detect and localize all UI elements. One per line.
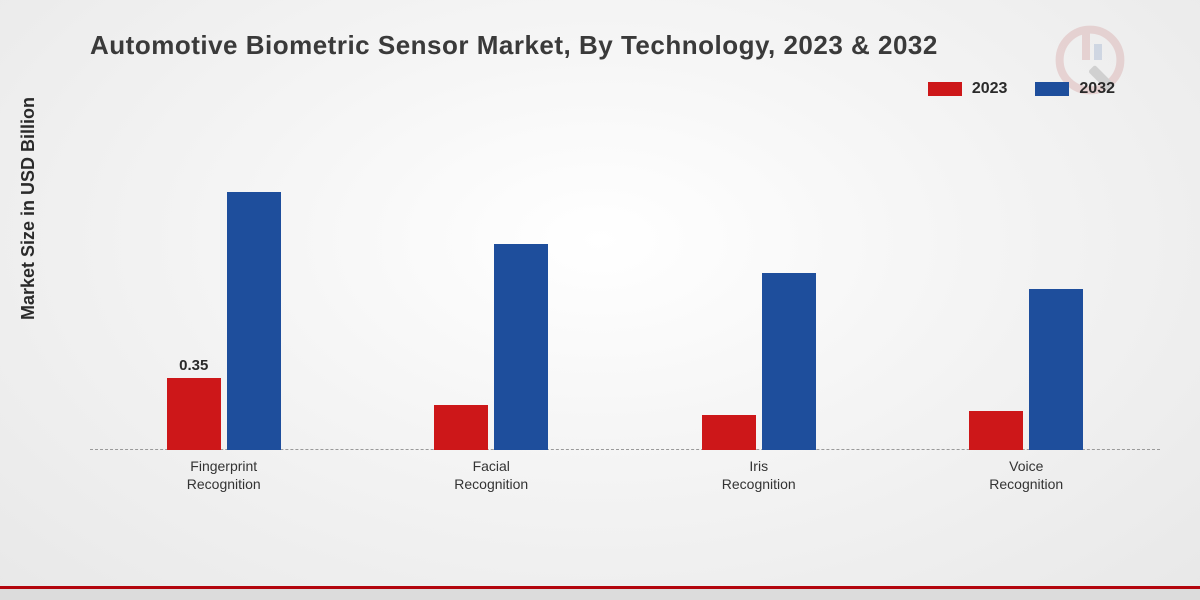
x-tick-label: Fingerprint Recognition: [124, 450, 324, 500]
bottom-accent-bar: [0, 586, 1200, 600]
value-label: 0.35: [179, 357, 208, 378]
chart-frame: Automotive Biometric Sensor Market, By T…: [0, 0, 1200, 600]
legend-swatch-2032: [1035, 82, 1069, 96]
bar-group: [659, 273, 859, 450]
bar-groups: 0.35: [90, 120, 1160, 450]
y-axis-label: Market Size in USD Billion: [18, 97, 39, 320]
legend-label-2023: 2023: [972, 80, 1008, 98]
bar-2023: [434, 405, 488, 450]
bar-group: 0.35: [124, 192, 324, 450]
legend-item-2032: 2032: [1035, 80, 1115, 98]
legend-swatch-2023: [928, 82, 962, 96]
chart-title: Automotive Biometric Sensor Market, By T…: [90, 30, 938, 61]
plot-area: 0.35 Fingerprint Recognition Facial Recog…: [90, 120, 1160, 500]
x-tick-label: Iris Recognition: [659, 450, 859, 500]
bar-2032: [1029, 289, 1083, 450]
bar-2032: [494, 244, 548, 450]
bar-2023: [702, 415, 756, 450]
x-tick-label: Voice Recognition: [926, 450, 1126, 500]
legend-label-2032: 2032: [1079, 80, 1115, 98]
bar-2023: 0.35: [167, 378, 221, 450]
bar-2023: [969, 411, 1023, 450]
legend-item-2023: 2023: [928, 80, 1008, 98]
bar-2032: [762, 273, 816, 450]
bar-group: [391, 244, 591, 450]
legend: 2023 2032: [928, 80, 1115, 98]
bar-group: [926, 289, 1126, 450]
bar-2032: [227, 192, 281, 450]
x-labels: Fingerprint Recognition Facial Recognitio…: [90, 450, 1160, 500]
x-tick-label: Facial Recognition: [391, 450, 591, 500]
